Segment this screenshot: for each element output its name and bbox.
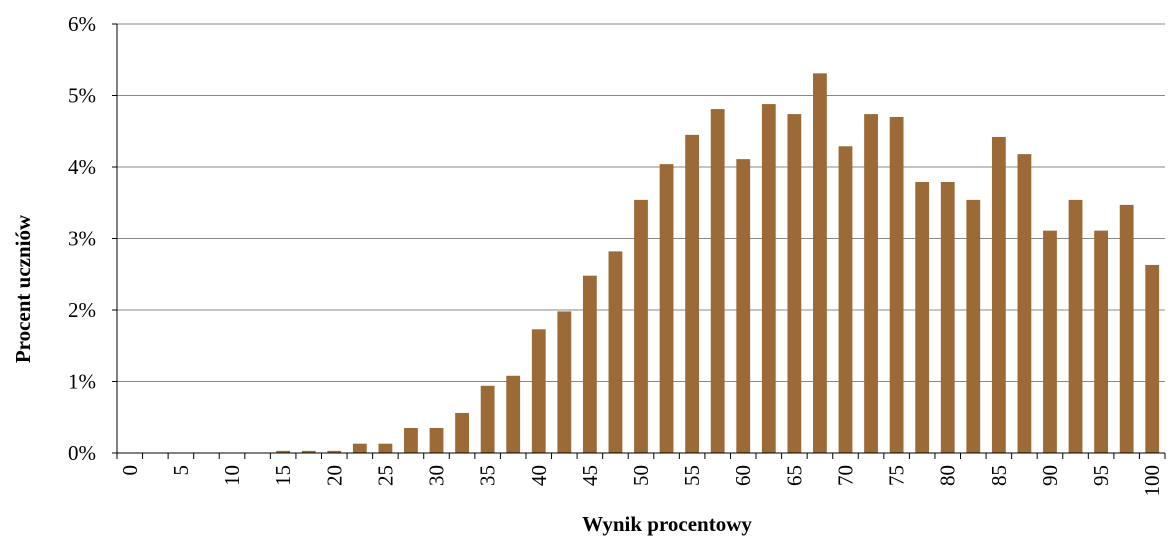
- x-tick-label: 70: [833, 465, 857, 486]
- x-tick-label: 50: [629, 465, 653, 486]
- bar: [915, 182, 930, 453]
- y-tick-label: 3%: [68, 227, 96, 251]
- x-tick-label: 35: [476, 465, 500, 486]
- bar: [1094, 230, 1108, 453]
- bar: [736, 159, 751, 453]
- x-tick-label: 0: [118, 465, 142, 476]
- x-tick-label: 45: [578, 465, 602, 486]
- bar: [480, 385, 495, 453]
- y-tick-label: 4%: [68, 155, 96, 179]
- bar: [506, 375, 521, 453]
- bar: [1145, 264, 1160, 453]
- bar: [889, 116, 904, 453]
- y-tick-label: 5%: [68, 84, 96, 108]
- x-tick-label: 100: [1140, 465, 1164, 497]
- x-tick-label: 5: [169, 465, 193, 476]
- bar: [608, 251, 623, 453]
- x-tick-label: 95: [1089, 465, 1113, 486]
- bar: [378, 443, 393, 453]
- x-tick-label: 60: [731, 465, 755, 486]
- bar: [813, 73, 827, 454]
- bar: [455, 412, 469, 453]
- x-axis-label: Wynik procentowy: [582, 512, 752, 536]
- y-tick-label: 1%: [68, 370, 96, 394]
- y-tick-label: 2%: [68, 298, 96, 322]
- bar: [685, 134, 700, 453]
- bar: [1068, 199, 1083, 453]
- bar: [991, 136, 1006, 453]
- bar: [531, 329, 546, 453]
- y-axis-label: Procent uczniów: [11, 214, 35, 363]
- x-tick-label: 15: [271, 465, 295, 486]
- x-tick-label: 30: [425, 465, 449, 486]
- bar: [710, 109, 725, 454]
- bar: [864, 114, 878, 453]
- bar: [557, 311, 572, 453]
- bar: [787, 114, 802, 453]
- x-tick-label: 90: [1038, 465, 1062, 486]
- bar: [582, 275, 597, 453]
- bar: [634, 199, 648, 453]
- y-tick-label: 0%: [68, 441, 96, 465]
- x-tick-label: 25: [373, 465, 397, 486]
- x-tick-label: 75: [885, 465, 909, 486]
- bar: [301, 450, 316, 453]
- x-tick-label: 85: [987, 465, 1011, 486]
- bar: [1043, 230, 1057, 453]
- x-tick-label: 55: [680, 465, 704, 486]
- bar: [966, 199, 981, 453]
- bar: [838, 146, 853, 453]
- bar: [352, 443, 367, 453]
- bar: [276, 450, 291, 453]
- x-tick-label: 10: [220, 465, 244, 486]
- bar: [1017, 154, 1032, 453]
- bar: [327, 450, 342, 453]
- x-tick-label: 20: [322, 465, 346, 486]
- bar: [940, 182, 955, 453]
- x-tick-label: 65: [782, 465, 806, 486]
- x-tick-label: 40: [527, 465, 551, 486]
- bar: [761, 104, 776, 453]
- bar: [429, 427, 444, 453]
- bar: [659, 164, 674, 453]
- bar: [404, 427, 418, 453]
- bar: [1119, 204, 1134, 453]
- x-tick-label: 80: [936, 465, 960, 486]
- y-tick-label: 6%: [68, 12, 96, 36]
